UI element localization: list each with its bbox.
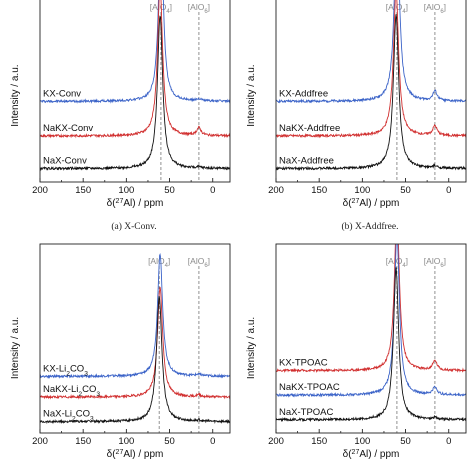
panel-b-caption: (b) X-Addfree. bbox=[342, 221, 399, 232]
plot-frame bbox=[275, 0, 467, 183]
series-line-nakx-addfree bbox=[276, 0, 466, 139]
x-tick-label: 0 bbox=[446, 436, 451, 447]
x-tick-label: 150 bbox=[75, 185, 91, 196]
reference-label-alo6: [AlO6] bbox=[188, 256, 210, 269]
series-label-nax-conv: NaX-Conv bbox=[43, 156, 87, 167]
series-line-nax-addfree bbox=[276, 14, 466, 172]
x-tick-label: 100 bbox=[118, 185, 134, 196]
x-tick-label: 100 bbox=[354, 436, 370, 447]
x-tick-label: 200 bbox=[268, 185, 284, 196]
series-label-nax-li2co3: NaX-Li2CO3 bbox=[43, 409, 94, 423]
x-tick-label: 150 bbox=[311, 185, 327, 196]
series-label-nakx-conv: NaKX-Conv bbox=[43, 123, 93, 134]
series-line-nakx-tpoac bbox=[276, 244, 466, 398]
y-axis-label: Intensity / a.u. bbox=[246, 317, 257, 379]
x-axis-label: δ(27Al) / ppm bbox=[107, 198, 164, 210]
series-label-kx-addfree: KX-Addfree bbox=[279, 88, 328, 99]
series-line-kx-conv bbox=[40, 0, 230, 104]
x-tick-label: 100 bbox=[354, 185, 370, 196]
x-tick-label: 150 bbox=[75, 436, 91, 447]
x-tick-label: 200 bbox=[268, 436, 284, 447]
x-tick-label: 200 bbox=[32, 185, 48, 196]
x-axis-label: δ(27Al) / ppm bbox=[107, 449, 164, 461]
reference-label-alo6: [AlO6] bbox=[424, 2, 446, 15]
reference-label-alo6: [AlO6] bbox=[188, 2, 210, 15]
series-line-kx-li2co3 bbox=[40, 252, 230, 379]
x-tick-label: 0 bbox=[210, 185, 215, 196]
series-label-kx-conv: KX-Conv bbox=[43, 88, 81, 99]
plot-frame bbox=[39, 0, 231, 183]
series-label-nax-addfree: NaX-Addfree bbox=[279, 156, 334, 167]
x-axis-label: δ(27Al) / ppm bbox=[343, 449, 400, 461]
plot-frame bbox=[39, 243, 231, 434]
series-line-nax-tpoac bbox=[276, 267, 466, 423]
x-axis-label: δ(27Al) / ppm bbox=[343, 198, 400, 210]
y-axis-label: Intensity / a.u. bbox=[10, 64, 21, 126]
series-line-nax-li2co3 bbox=[40, 296, 230, 425]
y-axis-label: Intensity / a.u. bbox=[246, 64, 257, 126]
x-tick-label: 0 bbox=[446, 185, 451, 196]
series-line-nax-conv bbox=[40, 15, 230, 172]
x-tick-label: 0 bbox=[210, 436, 215, 447]
chart-panel-b: [AlO4] [AlO6]KX-AddfreeNaKX-AddfreeNaX-Ad… bbox=[246, 0, 467, 210]
reference-label-alo6: [AlO6] bbox=[424, 256, 446, 269]
y-axis-label: Intensity / a.u. bbox=[10, 317, 21, 379]
series-label-nax-tpoac: NaX-TPOAC bbox=[279, 407, 334, 418]
x-tick-label: 50 bbox=[400, 185, 411, 196]
x-tick-label: 150 bbox=[311, 436, 327, 447]
reference-label-alo4: [AlO4] bbox=[148, 256, 170, 269]
series-line-kx-addfree bbox=[276, 0, 466, 104]
x-tick-label: 50 bbox=[400, 436, 411, 447]
chart-panel-d: [AlO4] [AlO6] KX-TPOAC NaKX-TPOAC NaX-TPOAC 2… bbox=[246, 243, 467, 461]
chart-panel-c: [AlO4] [AlO6] KX-Li2CO3 NaKX-Li2CO3 NaX-Li2C… bbox=[10, 243, 231, 461]
series-label-nakx-li2co3: NaKX-Li2CO3 bbox=[43, 384, 100, 398]
series-label-kx-li2co3: KX-Li2CO3 bbox=[43, 363, 88, 377]
series-line-kx-tpoac bbox=[276, 244, 466, 374]
reference-label-alo4: [AlO4] bbox=[386, 256, 408, 269]
x-tick-label: 50 bbox=[164, 436, 175, 447]
x-tick-label: 50 bbox=[164, 185, 175, 196]
plot-frame bbox=[275, 243, 467, 434]
series-label-kx-tpoac: KX-TPOAC bbox=[279, 358, 328, 369]
series-line-nakx-li2co3 bbox=[40, 286, 230, 400]
x-tick-label: 200 bbox=[32, 436, 48, 447]
x-tick-label: 100 bbox=[118, 436, 134, 447]
panel-a-caption: (a) X-Conv. bbox=[111, 221, 156, 232]
series-line-nakx-conv bbox=[40, 0, 230, 139]
series-label-nakx-tpoac: NaKX-TPOAC bbox=[279, 382, 340, 393]
series-label-nakx-addfree: NaKX-Addfree bbox=[279, 123, 340, 134]
